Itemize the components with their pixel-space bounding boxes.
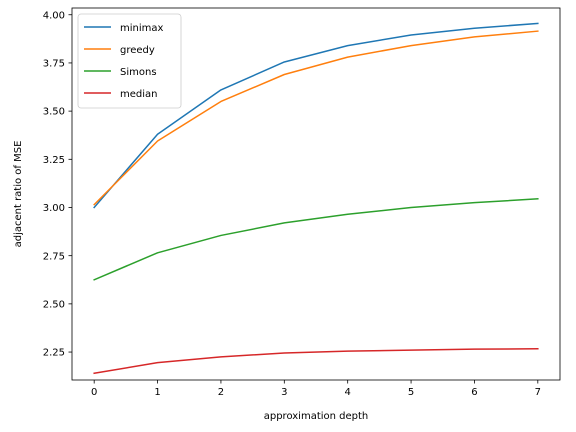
legend-box — [77, 13, 182, 109]
x-tick-label: 5 — [408, 387, 414, 398]
y-tick-label: 2.50 — [43, 299, 65, 310]
series-line-simons — [93, 198, 539, 281]
legend-label-simons: Simons — [120, 67, 157, 78]
x-axis-ticks: 0 1 2 3 4 5 6 7 — [91, 380, 541, 398]
y-tick-label: 3.25 — [43, 155, 65, 166]
plot-frame — [71, 7, 561, 381]
series-line-median — [93, 348, 539, 375]
series-layer — [93, 22, 539, 375]
x-tick-label: 7 — [535, 387, 541, 398]
y-tick-label: 2.25 — [43, 348, 65, 359]
x-tick-label: 2 — [218, 387, 224, 398]
x-tick-label: 6 — [471, 387, 477, 398]
x-tick-label: 0 — [91, 387, 97, 398]
y-tick-label: 3.75 — [43, 59, 65, 70]
legend-label-greedy: greedy — [120, 45, 155, 56]
x-tick-label: 4 — [345, 387, 351, 398]
legend-label-minimax: minimax — [120, 23, 164, 34]
legend: minimax greedy Simons median — [77, 13, 182, 109]
y-tick-label: 3.00 — [43, 203, 65, 214]
legend-label-median: median — [120, 89, 158, 100]
y-axis-ticks: 2.25 2.50 2.75 3.00 3.25 3.50 3.75 4.00 — [43, 10, 72, 359]
series-line-minimax — [93, 22, 539, 209]
y-tick-label: 2.75 — [43, 251, 65, 262]
y-tick-label: 3.50 — [43, 107, 65, 118]
x-tick-label: 1 — [154, 387, 160, 398]
x-axis-label: approximation depth — [264, 411, 369, 422]
series-line-greedy — [93, 30, 539, 206]
y-tick-label: 4.00 — [43, 10, 65, 21]
y-axis-label: adjacent ratio of MSE — [13, 141, 24, 248]
x-tick-label: 3 — [281, 387, 287, 398]
